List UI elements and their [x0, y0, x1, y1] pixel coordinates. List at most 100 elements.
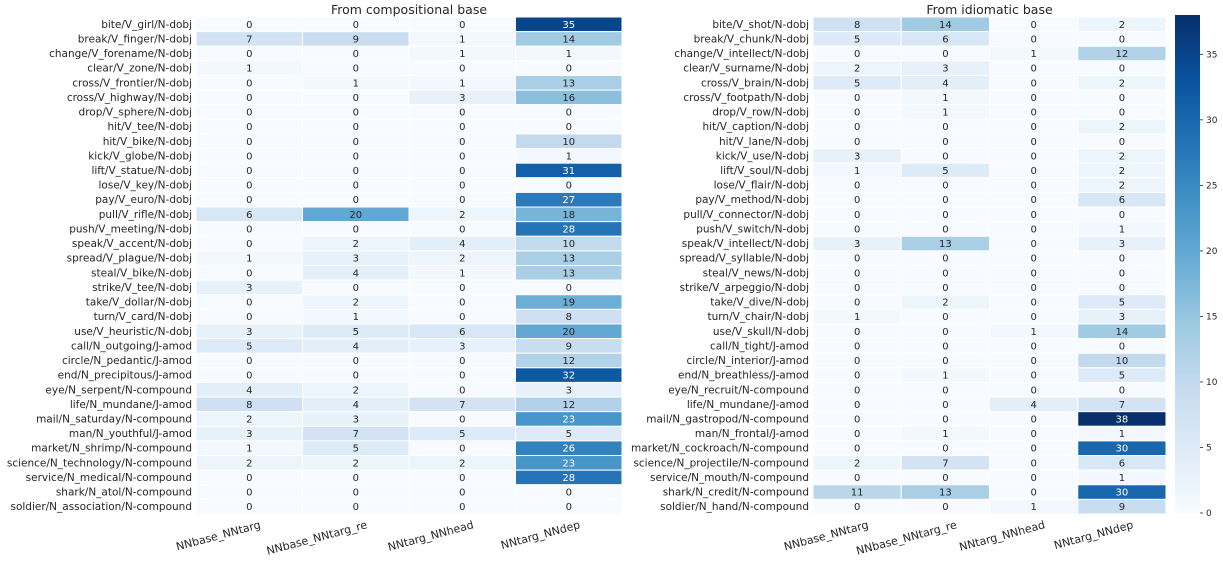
- row-tick-label: pay/V_method/N-dobj: [695, 194, 809, 206]
- cell-value-label: 1: [353, 312, 359, 323]
- cell-value-label: 0: [1030, 151, 1036, 162]
- column-tick-label: NNtarg_NNhead: [958, 518, 1047, 553]
- cell-value-label: 0: [854, 137, 860, 148]
- row-tick-label: push/V_switch/N-dobj: [696, 223, 809, 235]
- row-tick-label: soldier/N_hand/N-compound: [660, 501, 809, 513]
- cell-value-label: 0: [566, 488, 572, 499]
- cell-value-label: 0: [854, 385, 860, 396]
- cell-value-label: 0: [854, 224, 860, 235]
- cell-value-label: 1: [246, 64, 252, 75]
- cell-value-label: 0: [246, 473, 252, 484]
- cell-value-label: 0: [459, 356, 465, 367]
- row-tick-label: turn/V_chair/N-dobj: [708, 311, 809, 323]
- cell-value-label: 0: [459, 444, 465, 455]
- cell-value-label: 1: [246, 444, 252, 455]
- cell-value-label: 1: [854, 312, 860, 323]
- cell-value-label: 0: [459, 502, 465, 513]
- cell-value-label: 0: [1030, 298, 1036, 309]
- row-tick-label: push/V_meeting/N-dobj: [69, 223, 192, 235]
- cell-value-label: 4: [942, 78, 948, 89]
- cell-value-label: 5: [1119, 298, 1125, 309]
- cell-value-label: 0: [566, 283, 572, 294]
- row-tick-label: break/V_chunk/N-dobj: [694, 33, 809, 45]
- cell-value-label: 0: [353, 371, 359, 382]
- cell-value-label: 6: [246, 210, 252, 221]
- cell-value-label: 0: [1030, 356, 1036, 367]
- cell-value-label: 1: [459, 34, 465, 45]
- cell-value-label: 20: [562, 327, 575, 338]
- row-tick-label: take/V_dive/N-dobj: [710, 297, 809, 309]
- cell-value-label: 0: [246, 49, 252, 60]
- cell-value-label: 2: [942, 298, 948, 309]
- cell-value-label: 0: [942, 210, 948, 221]
- cell-value-label: 0: [1119, 341, 1125, 352]
- cell-value-label: 0: [246, 108, 252, 119]
- cell-value-label: 0: [353, 151, 359, 162]
- cell-value-label: 0: [353, 473, 359, 484]
- panel-title: From idiomatic base: [926, 2, 1053, 17]
- cell-value-label: 31: [562, 166, 575, 177]
- cell-value-label: 0: [353, 224, 359, 235]
- cell-value-label: 0: [353, 356, 359, 367]
- heatmap-cell: [515, 498, 623, 515]
- row-tick-label: hit/V_lane/N-dobj: [719, 136, 809, 148]
- cell-value-label: 0: [1030, 195, 1036, 206]
- cell-value-label: 1: [246, 254, 252, 265]
- cell-value-label: 0: [854, 93, 860, 104]
- cell-value-label: 9: [566, 341, 572, 352]
- cell-value-label: 0: [459, 195, 465, 206]
- row-tick-label: science/N_projectile/N-compound: [633, 457, 809, 469]
- cell-value-label: 0: [942, 151, 948, 162]
- row-tick-label: service/N_medical/N-compound: [26, 472, 192, 484]
- cell-value-label: 0: [1119, 268, 1125, 279]
- cell-value-label: 0: [246, 195, 252, 206]
- row-tick-label: hit/V_bike/N-dobj: [103, 136, 192, 148]
- cell-value-label: 20: [349, 210, 362, 221]
- cell-value-label: 0: [246, 298, 252, 309]
- cell-value-label: 2: [1119, 20, 1125, 31]
- cell-value-label: 0: [854, 356, 860, 367]
- cell-value-label: 0: [1030, 78, 1036, 89]
- cell-value-label: 0: [459, 283, 465, 294]
- cell-value-label: 4: [353, 268, 359, 279]
- cell-value-label: 0: [1030, 341, 1036, 352]
- cell-value-label: 1: [1030, 502, 1036, 513]
- cell-value-label: 0: [1030, 137, 1036, 148]
- heatmap-cell: [1077, 498, 1167, 515]
- cell-value-label: 9: [1119, 502, 1125, 513]
- cell-value-label: 0: [246, 239, 252, 250]
- row-tick-label: speak/V_intellect/N-dobj: [682, 238, 809, 250]
- row-tick-label: hit/V_tee/N-dobj: [107, 121, 192, 133]
- row-tick-label: use/V_skull/N-dobj: [713, 326, 809, 338]
- cell-value-label: 0: [1119, 210, 1125, 221]
- cell-value-label: 0: [942, 341, 948, 352]
- cell-value-label: 19: [562, 298, 575, 309]
- cell-value-label: 2: [854, 64, 860, 75]
- cell-value-label: 1: [942, 93, 948, 104]
- cell-value-label: 0: [1119, 254, 1125, 265]
- cell-value-label: 3: [942, 64, 948, 75]
- row-tick-label: man/N_youthful/J-amod: [69, 428, 192, 440]
- cell-value-label: 30: [1116, 444, 1129, 455]
- cell-value-label: 2: [1119, 151, 1125, 162]
- row-tick-label: change/V_forename/N-dobj: [49, 48, 192, 60]
- cell-value-label: 32: [562, 371, 575, 382]
- cell-value-label: 0: [459, 122, 465, 133]
- cell-value-label: 0: [353, 93, 359, 104]
- cell-value-label: 3: [459, 341, 465, 352]
- cell-value-label: 2: [353, 298, 359, 309]
- cell-value-label: 0: [246, 371, 252, 382]
- cell-value-label: 0: [459, 414, 465, 425]
- cell-value-label: 1: [566, 49, 572, 60]
- cell-value-label: 0: [1030, 429, 1036, 440]
- cell-value-label: 3: [1119, 312, 1125, 323]
- row-tick-label: mail/N_gastropod/N-compound: [646, 413, 809, 425]
- row-tick-label: bite/V_girl/N-dobj: [101, 19, 192, 31]
- row-tick-label: service/N_mouth/N-compound: [650, 472, 809, 484]
- cell-value-label: 7: [246, 34, 252, 45]
- row-tick-label: end/N_precipitous/J-amod: [58, 370, 192, 382]
- cell-value-label: 0: [854, 473, 860, 484]
- cell-value-label: 0: [942, 49, 948, 60]
- cell-value-label: 0: [854, 400, 860, 411]
- cell-value-label: 0: [1030, 93, 1036, 104]
